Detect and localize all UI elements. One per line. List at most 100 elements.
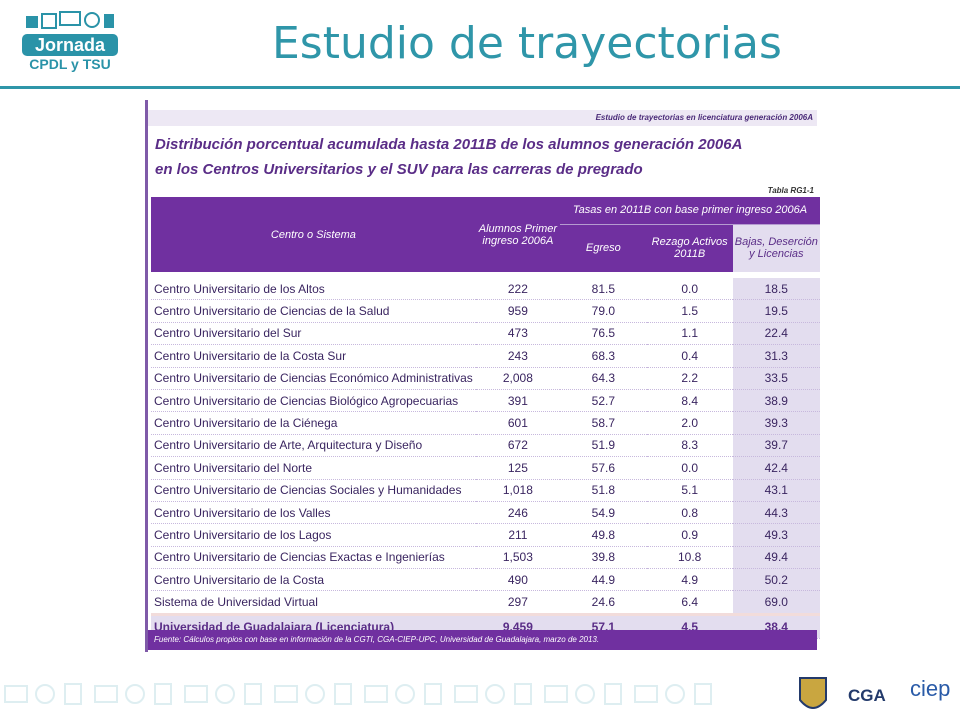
table-cell: 959 <box>475 299 560 323</box>
table-cell: 42.4 <box>732 456 820 480</box>
sheet-caption: Estudio de trayectorias en licenciatura … <box>148 110 817 126</box>
table-row: Centro Universitario de los Lagos 211 49.8… <box>151 523 820 547</box>
column-header: Bajas, Deserción y Licencias <box>732 224 820 272</box>
table-cell: 49.8 <box>559 523 647 547</box>
table-cell: 52.7 <box>559 389 647 413</box>
table-cell: 6.4 <box>646 590 733 615</box>
table-cell: 1.1 <box>646 322 733 346</box>
table-row: Sistema de Universidad Virtual 297 24.6 6.4… <box>151 590 820 615</box>
table-cell: Centro Universitario de Ciencias Económi… <box>151 367 476 390</box>
table-cell: 246 <box>475 501 560 525</box>
table-cell: 0.9 <box>646 523 733 547</box>
table-row: Centro Universitario de Ciencias de la S… <box>151 299 820 323</box>
table-label: Tabla RG1-1 <box>767 186 814 195</box>
table-cell: 601 <box>475 411 560 435</box>
table-cell: Centro Universitario de los Valles <box>151 501 476 525</box>
table-cell: 222 <box>475 278 560 301</box>
table-cell: Centro Universitario de los Altos <box>151 278 476 301</box>
column-header: Alumnos Primer ingreso 2006A <box>475 197 560 272</box>
table-cell: Centro Universitario de Ciencias Biológi… <box>151 389 476 413</box>
data-table: Centro o Sistema Alumnos Primer ingreso … <box>151 197 820 639</box>
table-row: Centro Universitario de Ciencias Biológi… <box>151 389 820 413</box>
table-cell: 81.5 <box>559 278 647 301</box>
table-cell: 39.8 <box>559 546 647 570</box>
table-cell: 49.4 <box>732 546 820 570</box>
table-cell: 39.7 <box>732 434 820 458</box>
udg-crest <box>799 677 827 709</box>
table-row: Centro Universitario de la Costa Sur 243 6… <box>151 344 820 368</box>
table-cell: 18.5 <box>732 278 820 301</box>
table-cell: 76.5 <box>559 322 647 346</box>
table-cell: Centro Universitario de los Lagos <box>151 523 476 547</box>
table-cell: 44.3 <box>732 501 820 525</box>
table-title: Distribución porcentual acumulada hasta … <box>155 136 743 153</box>
table-cell: 1,503 <box>475 546 560 570</box>
table-cell: 1.5 <box>646 299 733 323</box>
table-cell: 5.1 <box>646 479 733 502</box>
header-rule <box>0 86 960 89</box>
table-body: Centro Universitario de los Altos 222 81.5… <box>151 278 820 639</box>
table-cell: 8.3 <box>646 434 733 458</box>
table-cell: 2.0 <box>646 411 733 435</box>
table-row: Centro Universitario de los Altos 222 81.5… <box>151 278 820 301</box>
table-cell: 125 <box>475 456 560 480</box>
table-cell: 51.8 <box>559 479 647 502</box>
table-cell: 0.0 <box>646 456 733 480</box>
table-cell: Centro Universitario de la Ciénega <box>151 411 476 435</box>
table-cell: 43.1 <box>732 479 820 502</box>
table-cell: 51.9 <box>559 434 647 458</box>
table-cell: 0.0 <box>646 278 733 301</box>
logo-icons <box>26 11 114 29</box>
table-cell: Centro Universitario de la Costa Sur <box>151 344 476 368</box>
table-cell: 31.3 <box>732 344 820 368</box>
table-row: Centro Universitario de Ciencias Exactas… <box>151 546 820 570</box>
table-row: Centro Universitario de la Costa 490 44.9 4… <box>151 568 820 592</box>
table-cell: 4.9 <box>646 568 733 592</box>
logo-text: Jornada <box>22 34 118 56</box>
column-header: Rezago Activos 2011B <box>646 224 733 272</box>
table-cell: 0.8 <box>646 501 733 525</box>
table-cell: 473 <box>475 322 560 346</box>
table-cell: Centro Universitario de Ciencias Exactas… <box>151 546 476 570</box>
table-cell: Centro Universitario de Ciencias Sociale… <box>151 479 476 502</box>
table-cell: 490 <box>475 568 560 592</box>
column-header: Egreso <box>559 224 647 272</box>
ciep-logo: ciep <box>910 676 951 701</box>
table-row: Centro Universitario de Ciencias Sociale… <box>151 479 820 502</box>
table-row: Centro Universitario de los Valles 246 54.… <box>151 501 820 525</box>
table-cell: 0.4 <box>646 344 733 368</box>
cga-logo: CGA <box>848 686 886 705</box>
table-row: Centro Universitario de Arte, Arquitectu… <box>151 434 820 458</box>
table-title: en los Centros Universitarios y el SUV p… <box>155 161 643 178</box>
table-sheet: Estudio de trayectorias en licenciatura … <box>145 100 820 652</box>
table-cell: 391 <box>475 389 560 413</box>
table-cell: 58.7 <box>559 411 647 435</box>
table-cell: 2,008 <box>475 367 560 390</box>
table-cell: 38.9 <box>732 389 820 413</box>
table-cell: 2.2 <box>646 367 733 390</box>
table-cell: 297 <box>475 590 560 615</box>
table-cell: 243 <box>475 344 560 368</box>
table-cell: 68.3 <box>559 344 647 368</box>
table-cell: 69.0 <box>732 590 820 615</box>
table-row: Centro Universitario del Norte 125 57.6 0.0… <box>151 456 820 480</box>
table-cell: 39.3 <box>732 411 820 435</box>
table-cell: Centro Universitario del Sur <box>151 322 476 346</box>
table-footnote: Fuente: Cálculos propios con base en inf… <box>148 630 817 650</box>
table-cell: Centro Universitario de Ciencias de la S… <box>151 299 476 323</box>
table-cell: 54.9 <box>559 501 647 525</box>
table-cell: 1,018 <box>475 479 560 502</box>
table-row: Centro Universitario de Ciencias Económi… <box>151 367 820 390</box>
table-cell: 79.0 <box>559 299 647 323</box>
table-cell: 10.8 <box>646 546 733 570</box>
decorative-band <box>4 683 712 705</box>
slide-title: Estudio de trayectorias <box>272 18 782 69</box>
table-cell: 49.3 <box>732 523 820 547</box>
table-cell: 672 <box>475 434 560 458</box>
table-cell: Centro Universitario de Arte, Arquitectu… <box>151 434 476 458</box>
table-cell: Centro Universitario del Norte <box>151 456 476 480</box>
column-header: Centro o Sistema <box>151 197 476 272</box>
table-cell: 8.4 <box>646 389 733 413</box>
table-cell: Sistema de Universidad Virtual <box>151 590 476 615</box>
